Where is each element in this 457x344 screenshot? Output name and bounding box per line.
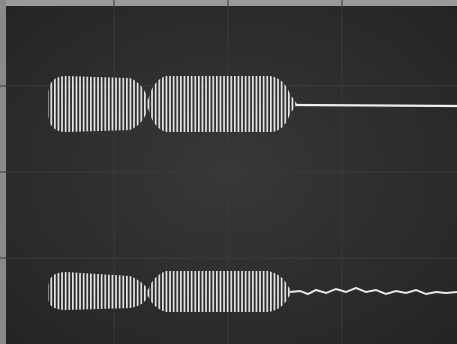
page [0, 0, 457, 344]
burst-envelope [48, 76, 297, 132]
flat-line [296, 105, 457, 106]
burst-envelope [48, 271, 292, 312]
oscilloscope-photo [0, 0, 457, 344]
